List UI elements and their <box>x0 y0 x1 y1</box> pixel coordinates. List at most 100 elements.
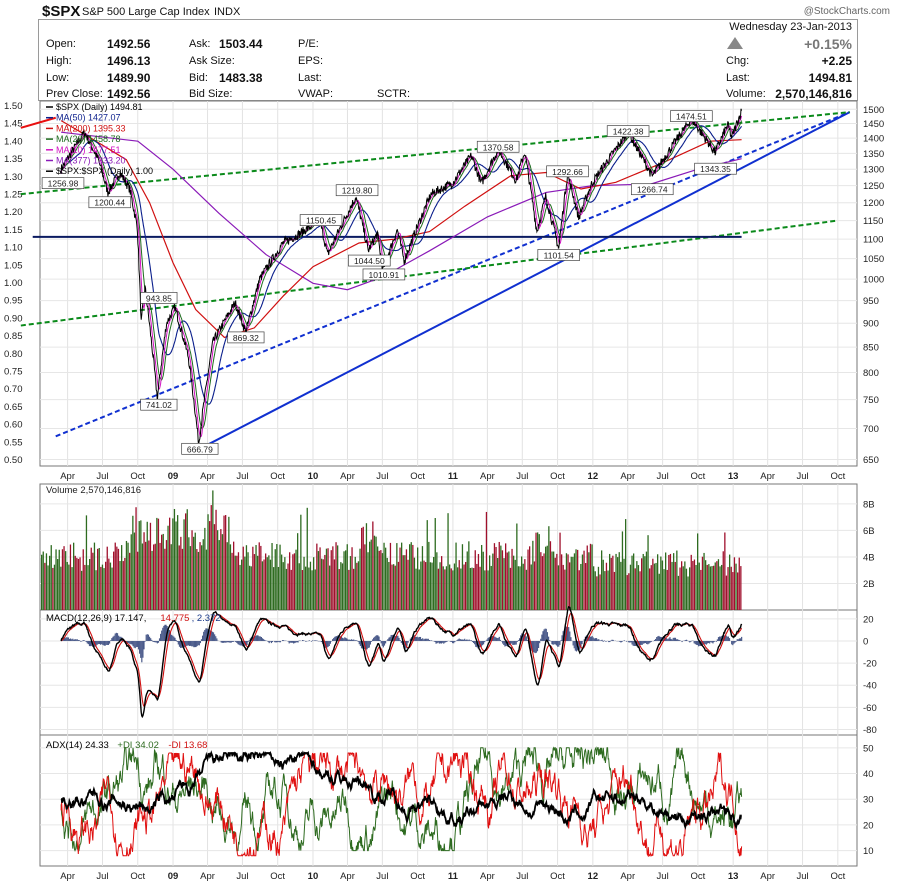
volume-bar <box>295 549 297 610</box>
macd-histogram-bar <box>442 640 444 643</box>
macd-histogram-bar <box>71 639 73 641</box>
macd-histogram-bar <box>355 640 357 641</box>
macd-histogram-bar <box>147 634 150 641</box>
volume-bar <box>186 509 188 610</box>
volume-bar <box>185 513 187 610</box>
macd-histogram-bar <box>694 640 696 645</box>
volume-bar <box>677 575 680 610</box>
volume-bar <box>351 547 353 610</box>
volume-bar <box>261 561 264 610</box>
macd-histogram-bar <box>399 640 401 641</box>
macd-histogram-bar <box>598 639 600 641</box>
macd-histogram-bar <box>305 640 307 642</box>
macd-histogram-bar <box>144 640 146 642</box>
macd-histogram-bar <box>468 639 470 641</box>
macd-histogram-bar <box>535 640 537 653</box>
macd-histogram-bar <box>231 640 234 642</box>
volume-bar <box>684 561 686 610</box>
volume-bar <box>100 566 102 610</box>
macd-histogram-bar <box>656 637 658 641</box>
volume-bar <box>519 566 521 610</box>
volume-bar <box>258 542 260 610</box>
macd-histogram-bar <box>371 639 374 641</box>
macd-histogram-bar <box>161 630 163 641</box>
legend-entry-5: MA(377) 1333.20 <box>56 156 126 166</box>
volume-bar <box>287 563 289 610</box>
macd-histogram-bar <box>66 637 68 641</box>
volume-bar <box>324 554 326 610</box>
price-annotation-box <box>41 177 85 189</box>
volume-bar <box>695 564 697 610</box>
macd-histogram-bar <box>129 640 131 644</box>
macd-histogram-bar <box>546 632 549 641</box>
volume-bar <box>602 559 604 610</box>
macd-histogram-bar <box>720 636 722 641</box>
macd-histogram-bar <box>222 640 225 643</box>
volume-value: 2,570,146,816 <box>775 87 852 101</box>
macd-histogram-bar <box>88 640 91 647</box>
macd-histogram-bar <box>367 640 369 648</box>
macd-histogram-bar <box>261 638 264 641</box>
volume-bar <box>378 550 380 610</box>
macd-histogram-bar <box>78 640 81 641</box>
macd-histogram-bar <box>513 640 515 645</box>
x-tick-label-top: Oct <box>550 471 565 482</box>
volume-bar <box>580 563 582 610</box>
x-tick-label-bottom: Jul <box>376 871 388 882</box>
macd-histogram-bar <box>581 640 583 645</box>
macd-histogram-bar <box>247 640 249 643</box>
macd-y-tick: -80 <box>863 725 877 736</box>
macd-histogram-bar <box>342 637 344 641</box>
volume-bar <box>367 552 369 610</box>
macd-histogram-bar <box>629 640 631 643</box>
macd-histogram-bar <box>194 640 196 648</box>
volume-bar <box>479 566 481 610</box>
volume-bar <box>425 562 427 610</box>
price-annotation: 1200.44 <box>94 198 125 208</box>
macd-histogram-bar <box>174 637 176 641</box>
volume-bar <box>564 569 566 610</box>
price-annotation-box <box>88 196 132 209</box>
macd-histogram-bar <box>379 639 381 641</box>
macd-histogram-bar <box>422 638 424 641</box>
volume-bar <box>197 551 200 610</box>
macd-histogram-bar <box>642 640 644 644</box>
macd-histogram-bar <box>65 637 67 641</box>
volume-bar <box>121 545 123 610</box>
macd-histogram-bar <box>176 640 178 642</box>
volume-bar <box>383 542 385 610</box>
macd-histogram-bar <box>518 638 521 641</box>
macd-histogram-bar <box>186 640 188 646</box>
volume-bar <box>703 552 705 610</box>
volume-bar <box>391 564 393 610</box>
volume-bar <box>716 561 718 610</box>
y-tick-label-right: 1500 <box>863 105 884 116</box>
macd-histogram-bar <box>137 640 140 650</box>
macd-histogram-bar <box>87 640 89 645</box>
volume-bar <box>145 541 147 610</box>
price-annotation-box <box>631 183 674 196</box>
volume-bar <box>577 549 579 610</box>
volume-bar <box>613 571 616 610</box>
volume-bar <box>711 566 713 610</box>
macd-histogram-bar <box>271 640 274 643</box>
macd-histogram-bar <box>547 636 550 641</box>
volume-bar <box>58 549 60 610</box>
volume-bar <box>159 542 161 610</box>
macd-histogram-bar <box>374 636 376 641</box>
volume-bar <box>151 550 153 610</box>
macd-histogram-bar <box>560 640 562 641</box>
macd-histogram-bar <box>195 640 197 648</box>
volume-bar <box>732 572 734 610</box>
volume-bar <box>725 575 728 610</box>
volume-bar <box>485 511 488 610</box>
volume-bar <box>175 521 177 610</box>
macd-histogram-bar <box>113 635 115 641</box>
volume-bar <box>116 546 118 610</box>
x-tick-label-bottom: Jul <box>516 871 528 882</box>
volume-bar <box>484 570 486 610</box>
macd-histogram-bar <box>458 638 460 641</box>
macd-histogram-bar <box>171 634 173 641</box>
volume-bar <box>689 567 691 610</box>
